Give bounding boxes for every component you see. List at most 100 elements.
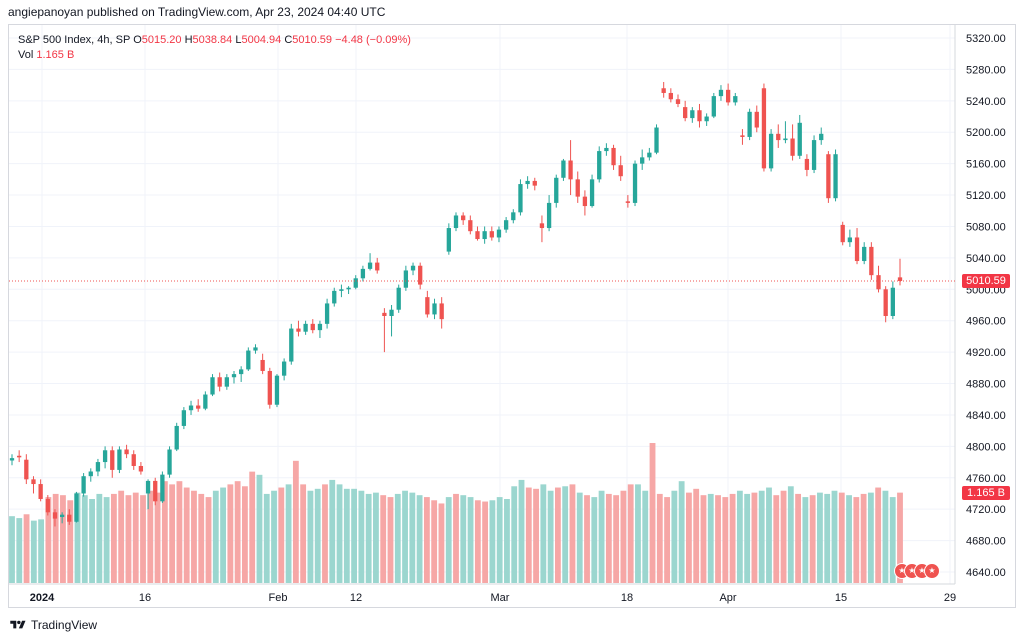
- candle-body: [188, 405, 194, 411]
- volume-bar: [547, 490, 554, 583]
- last-volume-tag: 1.165 B: [962, 485, 1010, 500]
- candle-body: [446, 228, 451, 252]
- candle-body: [833, 154, 838, 199]
- volume-bar: [256, 474, 263, 583]
- y-tick-label: 4800.00: [966, 441, 1006, 453]
- candle-body: [468, 220, 473, 232]
- candle-body: [489, 231, 494, 238]
- us-flag-icon[interactable]: ★: [924, 563, 940, 579]
- footer-brand[interactable]: TradingView: [31, 618, 98, 632]
- volume-bar: [897, 492, 903, 583]
- volume-bar: [125, 495, 132, 583]
- candle-body: [482, 231, 487, 240]
- candle-body: [131, 454, 136, 466]
- legend-symbol[interactable]: S&P 500 Index, 4h, SP: [18, 34, 131, 46]
- candle-body: [74, 493, 79, 522]
- legend-open-value: 5015.20: [141, 34, 182, 46]
- volume-bar: [686, 492, 692, 583]
- volume-bar: [809, 495, 816, 583]
- y-tick-label: 4760.00: [966, 473, 1006, 485]
- y-tick-label: 4680.00: [966, 536, 1006, 548]
- candle-body: [274, 375, 280, 405]
- candle-body: [453, 215, 459, 229]
- volume-bar: [671, 490, 678, 583]
- candle-body: [339, 289, 344, 291]
- volume-bar: [212, 490, 219, 583]
- candle-body: [582, 196, 588, 207]
- volume-bar: [147, 490, 154, 583]
- volume-bar: [773, 495, 780, 583]
- volume-bar: [358, 490, 365, 583]
- candle-body: [31, 479, 36, 485]
- volume-bar: [707, 493, 714, 583]
- candle-body: [525, 180, 530, 185]
- candle-body: [725, 89, 731, 103]
- volume-bar: [249, 471, 256, 583]
- x-tick-label: Mar: [491, 592, 510, 604]
- volume-bar: [511, 486, 518, 583]
- candle-body: [761, 88, 767, 169]
- candle-body: [568, 160, 573, 180]
- volume-bar: [693, 488, 700, 583]
- volume-bar: [30, 520, 37, 583]
- candle-body: [503, 220, 509, 230]
- x-tick-label: 18: [621, 592, 633, 604]
- candle-body: [840, 224, 845, 243]
- volume-bar: [467, 497, 474, 583]
- candle-body: [661, 88, 666, 93]
- candle-body: [819, 133, 824, 141]
- volume-bar: [198, 493, 205, 583]
- x-tick-label: 2024: [30, 592, 55, 604]
- volume-bar: [795, 493, 802, 583]
- candle-body: [203, 394, 208, 409]
- candle-body: [704, 116, 709, 122]
- candle-body: [783, 138, 788, 141]
- candle-body: [296, 328, 301, 332]
- candle-body: [124, 449, 129, 455]
- candle-body: [826, 154, 831, 199]
- volume-bar: [504, 499, 510, 583]
- volume-bar: [584, 495, 590, 583]
- volume-bar: [38, 519, 45, 583]
- candle-body: [367, 262, 373, 269]
- candle-body: [683, 107, 688, 119]
- legend-open-label: O: [133, 34, 142, 46]
- event-flags[interactable]: ★ ★ ★ ★: [894, 563, 940, 579]
- x-tick-label: Feb: [269, 592, 288, 604]
- candle-body: [138, 465, 144, 472]
- candle-body: [24, 459, 29, 480]
- candle-body: [224, 377, 229, 387]
- publish-byline: angiepanoyan published on TradingView.co…: [8, 5, 386, 19]
- candle-body: [546, 202, 552, 229]
- last-price-tag: 5010.59: [962, 273, 1010, 288]
- volume-bar: [460, 495, 467, 583]
- candle-body: [52, 512, 58, 519]
- candle-body: [17, 455, 22, 458]
- legend-close-label: C: [284, 34, 293, 46]
- x-tick-label: 16: [139, 592, 151, 604]
- candle-body: [718, 89, 724, 97]
- volume-bar: [227, 484, 234, 583]
- volume-bar: [525, 487, 532, 583]
- volume-bar: [118, 490, 125, 583]
- tradingview-logo-icon[interactable]: [10, 619, 26, 631]
- volume-bar: [758, 490, 765, 583]
- candles: [9, 81, 903, 527]
- y-tick-label: 4880.00: [966, 379, 1006, 391]
- candle-body: [102, 450, 108, 463]
- footer: TradingView: [10, 618, 97, 632]
- legend-close-value: 5010.59: [292, 34, 333, 46]
- candle-body: [231, 374, 237, 378]
- candle-body: [747, 111, 752, 137]
- y-tick-label: 5040.00: [966, 253, 1006, 265]
- volume-bar: [700, 495, 707, 583]
- candle-body: [153, 480, 158, 502]
- candle-body: [668, 92, 673, 100]
- volume-bar: [387, 497, 394, 583]
- volume-bar: [533, 488, 539, 583]
- candle-body: [862, 246, 867, 262]
- legend-vol-label[interactable]: Vol: [18, 49, 34, 61]
- volume-bar: [416, 495, 423, 583]
- volume-bar: [110, 493, 117, 583]
